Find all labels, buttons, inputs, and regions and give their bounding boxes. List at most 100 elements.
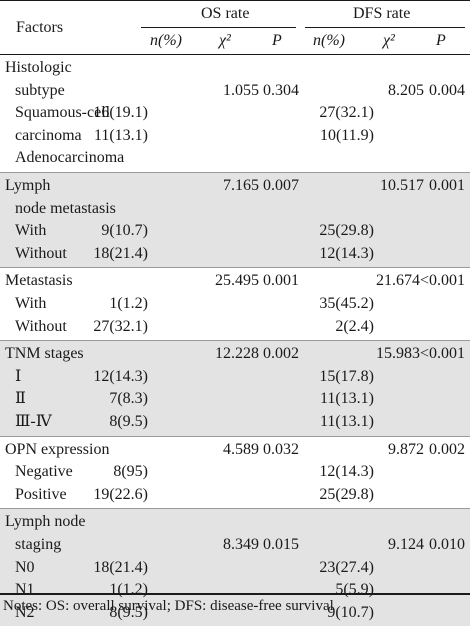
row-label: staging: [15, 535, 62, 553]
table-row: Adenocarcinoma: [0, 147, 470, 169]
table-body: Histologic subtype 1.055 0.304 8.205 0.004 Squ…: [0, 55, 470, 626]
row-label: Without: [15, 244, 67, 262]
row-label: Histologic: [5, 59, 72, 76]
table-row: Lymph 7.165 0.007 10.517 0.001: [0, 175, 470, 197]
table-row: Positive 19(22.6) 25(29.8): [0, 484, 470, 506]
row-label: Ⅰ: [15, 367, 22, 385]
cell-dfs-n: 11(13.1): [319, 390, 374, 408]
table-row: Lymph node: [0, 511, 470, 533]
table-row: Histologic: [0, 57, 470, 79]
table-row: Without 18(21.4) 12(14.3): [0, 243, 470, 265]
row-label: Positive: [15, 485, 67, 503]
cell-os-n: 8(9.5): [109, 603, 148, 621]
cell-os-p: 0.002: [263, 345, 299, 363]
row-label: N2: [15, 603, 35, 621]
table-row: subtype 1.055 0.304 8.205 0.004: [0, 80, 470, 102]
cell-dfs-n: 23(27.4): [319, 558, 374, 576]
cell-os-n: 16(19.1): [93, 104, 148, 122]
row-label: With: [15, 222, 47, 240]
table-row: staging 8.349 0.015 9.124 0.010: [0, 534, 470, 556]
row-label: Squamous-cell: [15, 104, 111, 122]
cell-os-chi: 4.589: [223, 440, 259, 458]
table-row: Negative 8(95) 12(14.3): [0, 461, 470, 483]
header-os-p: P: [272, 32, 282, 49]
row-group: Histologic subtype 1.055 0.304 8.205 0.004 Squ…: [0, 55, 470, 172]
table-row: Ⅰ 12(14.3) 15(17.8): [0, 366, 470, 388]
header-os-n: n(%): [150, 32, 182, 49]
cell-os-p: 0.032: [263, 440, 299, 458]
cell-os-p: 0.001: [263, 272, 299, 290]
cell-dfs-n: 15(17.8): [319, 367, 374, 385]
header-os-chi2: χ²: [219, 32, 231, 49]
table-row: Without 27(32.1) 2(2.4): [0, 316, 470, 338]
cell-os-chi: 12.228: [215, 345, 259, 363]
cell-dfs-chip: 21.674<0.001: [375, 272, 465, 290]
table-row: carcinoma 11(13.1) 10(11.9): [0, 125, 470, 147]
header-dfs-rate: DFS rate: [353, 5, 411, 22]
cell-os-chi: 1.055: [223, 81, 259, 99]
row-label: Adenocarcinoma: [15, 149, 125, 167]
table-row: N2 8(9.5) 9(10.7): [0, 602, 470, 624]
row-label: With: [15, 294, 47, 312]
cell-dfs-p: 0.010: [429, 535, 465, 553]
table-row: N0 18(21.4) 23(27.4): [0, 557, 470, 579]
cell-dfs-chi: 9.872: [388, 440, 424, 458]
row-group: Metastasis 25.495 0.001 21.674<0.001 With 1(1…: [0, 267, 470, 340]
cell-dfs-chi: 9.124: [388, 535, 424, 553]
table-row: With 9(10.7) 25(29.8): [0, 220, 470, 242]
cell-dfs-n: 12(14.3): [319, 244, 374, 262]
row-label: Metastasis: [5, 272, 73, 290]
cell-os-n: 12(14.3): [93, 367, 148, 385]
cell-dfs-n: 5(5.9): [335, 581, 374, 599]
header-dfs-n: n(%): [313, 32, 345, 49]
cell-os-chi: 8.349: [223, 535, 259, 553]
table-row: Ⅲ-Ⅳ 8(9.5) 11(13.1): [0, 411, 470, 433]
table-notes: Notes: OS: overall survival; DFS: diseas…: [3, 598, 334, 614]
table-row: node metastasis: [0, 198, 470, 220]
cell-dfs-n: 25(29.8): [319, 222, 374, 240]
row-label: Ⅲ-Ⅳ: [15, 412, 52, 430]
cell-os-n: 18(21.4): [93, 244, 148, 262]
dfs-underline: [305, 27, 465, 28]
cell-os-n: 27(32.1): [93, 317, 148, 335]
table-header: Factors OS rate DFS rate n(%) χ² P n(%) …: [0, 0, 470, 55]
row-group: TNM stages 12.228 0.002 15.983<0.001 Ⅰ 12(14.…: [0, 340, 470, 436]
table-bottom-rule: [0, 593, 470, 595]
row-label: Negative: [15, 463, 73, 481]
cell-os-n: 18(21.4): [93, 558, 148, 576]
row-group: Lymph 7.165 0.007 10.517 0.001 node metastasi…: [0, 172, 470, 268]
table-row: With 1(1.2) 35(45.2): [0, 293, 470, 315]
header-factors: Factors: [16, 19, 64, 36]
cell-dfs-n: 10(11.9): [319, 126, 374, 144]
cell-dfs-n: 25(29.8): [319, 485, 374, 503]
header-dfs-p: P: [436, 32, 446, 49]
row-group: OPN expression 4.589 0.032 9.872 0.002 Negati…: [0, 435, 470, 509]
cell-dfs-n: 2(2.4): [335, 317, 374, 335]
row-label: Without: [15, 317, 67, 335]
cell-os-chi: 25.495: [215, 272, 259, 290]
table-row: OPN expression 4.589 0.032 9.872 0.002: [0, 439, 470, 461]
cell-dfs-p: 0.004: [429, 81, 465, 99]
cell-os-n: 11(13.1): [93, 126, 148, 144]
row-label: Lymph node: [5, 513, 86, 531]
os-underline: [141, 27, 296, 28]
table-row: Squamous-cell 16(19.1) 27(32.1): [0, 102, 470, 124]
row-label: TNM stages: [5, 345, 84, 363]
header-os-rate: OS rate: [201, 5, 250, 22]
cell-os-chi: 7.165: [223, 177, 259, 194]
cell-dfs-chi: 8.205: [388, 81, 424, 99]
cell-dfs-n: 12(14.3): [319, 463, 374, 481]
row-label: Lymph: [5, 177, 51, 194]
cell-os-n: 8(95): [113, 463, 148, 481]
cell-os-p: 0.007: [263, 177, 299, 194]
cell-dfs-n: 9(10.7): [327, 603, 374, 621]
cell-dfs-n: 27(32.1): [319, 104, 374, 122]
table-row: Ⅱ 7(8.3) 11(13.1): [0, 388, 470, 410]
cell-os-p: 0.015: [263, 535, 299, 553]
table-row: Metastasis 25.495 0.001 21.674<0.001: [0, 270, 470, 292]
row-label: Ⅱ: [15, 390, 26, 408]
cell-os-n: 8(9.5): [109, 412, 148, 430]
row-label: node metastasis: [15, 199, 116, 217]
cell-os-n: 7(8.3): [109, 390, 148, 408]
cell-dfs-p: 0.001: [429, 177, 465, 194]
